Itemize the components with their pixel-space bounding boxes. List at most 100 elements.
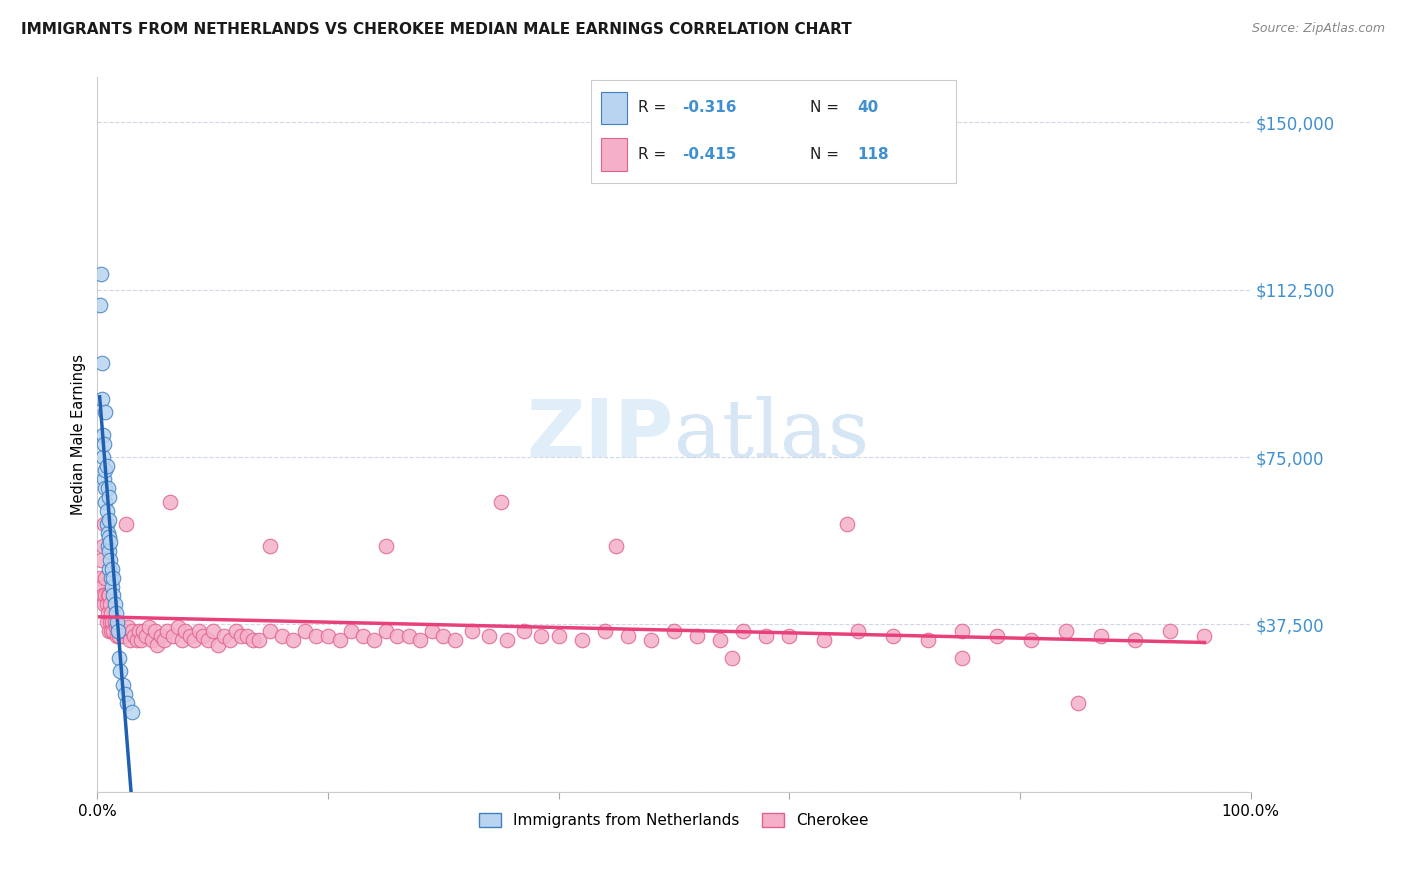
Text: ZIP: ZIP [527, 396, 673, 474]
Point [733, 624, 755, 639]
Point [122, 629, 145, 643]
Point [100, 624, 122, 639]
Point [96, 503, 118, 517]
Point [103, 571, 125, 585]
Point [97, 589, 120, 603]
Point [101, 615, 124, 630]
Point [340, 624, 363, 639]
Point [778, 629, 800, 643]
Text: N =: N = [810, 146, 839, 161]
Point [125, 633, 148, 648]
Text: atlas: atlas [673, 396, 869, 474]
Point [94, 571, 117, 585]
Point [179, 629, 201, 643]
Point [90, 553, 112, 567]
Point [571, 633, 593, 648]
Point [1021, 633, 1043, 648]
Point [640, 633, 662, 648]
Legend: Immigrants from Netherlands, Cherokee: Immigrants from Netherlands, Cherokee [474, 806, 875, 834]
Point [270, 629, 292, 643]
Point [110, 665, 132, 679]
Point [950, 651, 973, 665]
Point [835, 516, 858, 531]
Point [104, 620, 127, 634]
Point [316, 629, 339, 643]
Point [91, 580, 114, 594]
Point [112, 624, 135, 639]
Point [96, 516, 118, 531]
Point [1194, 629, 1216, 643]
Point [882, 629, 904, 643]
Point [97, 481, 120, 495]
Point [121, 624, 143, 639]
Point [101, 562, 124, 576]
Point [96, 598, 118, 612]
Point [513, 624, 536, 639]
Point [409, 633, 432, 648]
Point [1066, 696, 1088, 710]
Point [121, 705, 143, 719]
Point [153, 633, 176, 648]
Point [94, 494, 117, 508]
Point [149, 629, 172, 643]
Point [97, 512, 120, 526]
Point [91, 356, 114, 370]
Point [986, 629, 1008, 643]
Point [328, 633, 350, 648]
Point [259, 539, 281, 553]
Point [101, 580, 124, 594]
Point [114, 687, 136, 701]
Point [90, 267, 112, 281]
Point [105, 629, 128, 643]
Point [97, 562, 120, 576]
Point [110, 624, 132, 639]
Point [107, 624, 129, 639]
Point [103, 589, 125, 603]
Point [162, 629, 184, 643]
Point [143, 624, 166, 639]
Point [107, 620, 129, 634]
Point [1123, 633, 1146, 648]
Point [530, 629, 553, 643]
Point [98, 615, 121, 630]
Point [848, 624, 870, 639]
Point [104, 615, 127, 630]
Point [617, 629, 640, 643]
Point [212, 629, 235, 643]
Point [91, 589, 114, 603]
Point [132, 624, 155, 639]
Point [146, 638, 169, 652]
Point [104, 598, 127, 612]
Text: -0.415: -0.415 [682, 146, 737, 161]
Point [813, 633, 835, 648]
Point [197, 633, 219, 648]
Point [91, 450, 114, 464]
Point [187, 624, 209, 639]
Point [443, 633, 465, 648]
Point [174, 624, 197, 639]
Point [100, 571, 122, 585]
Point [97, 543, 120, 558]
Point [686, 629, 709, 643]
Point [374, 539, 396, 553]
Point [420, 624, 443, 639]
Point [97, 525, 120, 540]
Point [97, 539, 120, 553]
Point [294, 624, 316, 639]
Point [100, 607, 122, 621]
Point [118, 633, 141, 648]
Text: Source: ZipAtlas.com: Source: ZipAtlas.com [1251, 22, 1385, 36]
Point [159, 494, 181, 508]
Point [183, 633, 205, 648]
Point [97, 607, 120, 621]
Point [352, 629, 374, 643]
Point [129, 633, 152, 648]
Point [89, 571, 111, 585]
Point [917, 633, 939, 648]
Point [111, 629, 134, 643]
Text: 40: 40 [858, 101, 879, 115]
Point [170, 633, 193, 648]
Point [115, 516, 138, 531]
Point [605, 539, 627, 553]
Point [219, 633, 242, 648]
